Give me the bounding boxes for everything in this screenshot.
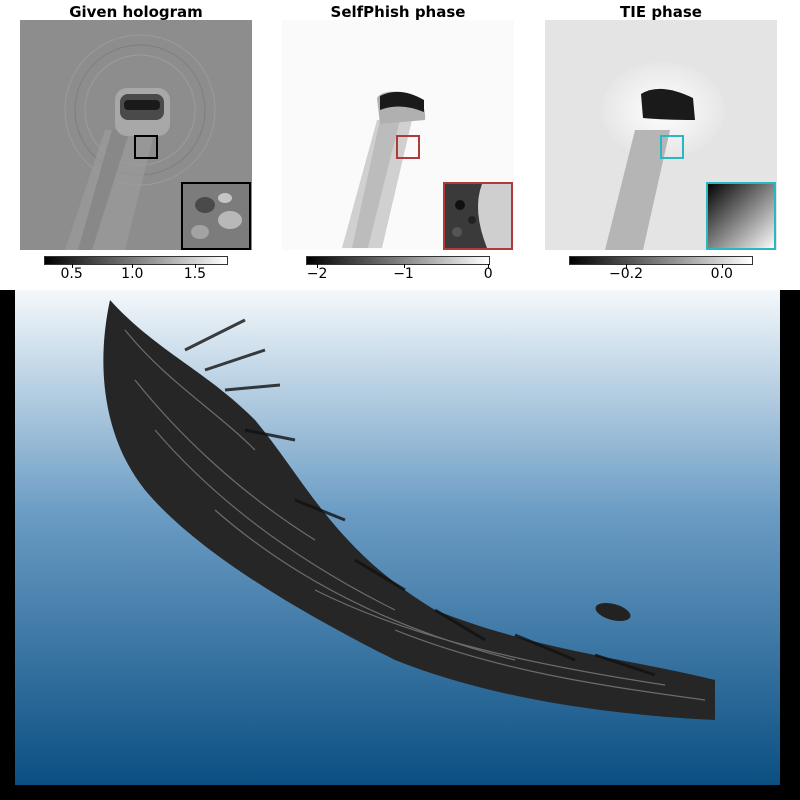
- colorbar-tick-label: −1: [393, 266, 414, 282]
- panel-title: TIE phase: [620, 3, 702, 21]
- specimen-highlights: [124, 329, 706, 701]
- colorbar-tick: [721, 264, 723, 268]
- comparison-panels: Given hologram: [0, 0, 800, 290]
- colorbar-tick-label: −0.2: [609, 266, 644, 282]
- colorbar-tick-label: 0: [483, 266, 493, 282]
- colorbar-tick: [626, 264, 628, 268]
- colorbar: [44, 256, 228, 265]
- colorbar-tick: [488, 264, 490, 268]
- colorbar-tick: [132, 264, 134, 268]
- colorbar-tick: [71, 264, 73, 268]
- tie-image: [545, 20, 777, 250]
- colorbar-tick-label: 1.0: [121, 266, 144, 282]
- colorbar-tick: [403, 264, 405, 268]
- colorbar-tick-label: 0.5: [60, 266, 83, 282]
- colorbar-tick-label: 1.5: [183, 266, 207, 282]
- colorbar: [306, 256, 490, 265]
- colorbar-tick-label: −2: [306, 266, 328, 282]
- colorbar-tick: [194, 264, 196, 268]
- colorbar-tick: [317, 264, 319, 268]
- specimen-fragment: [595, 602, 631, 622]
- panel-title: Given hologram: [69, 3, 203, 21]
- panel-title: SelfPhish phase: [330, 3, 466, 21]
- specimen-bristles: [184, 318, 656, 677]
- hologram-image: [20, 20, 252, 250]
- 3d-render-view: [15, 290, 780, 785]
- colorbar: [569, 256, 753, 265]
- colorbar-tick-label: 0.0: [710, 266, 733, 282]
- selfphish-image: [282, 20, 514, 250]
